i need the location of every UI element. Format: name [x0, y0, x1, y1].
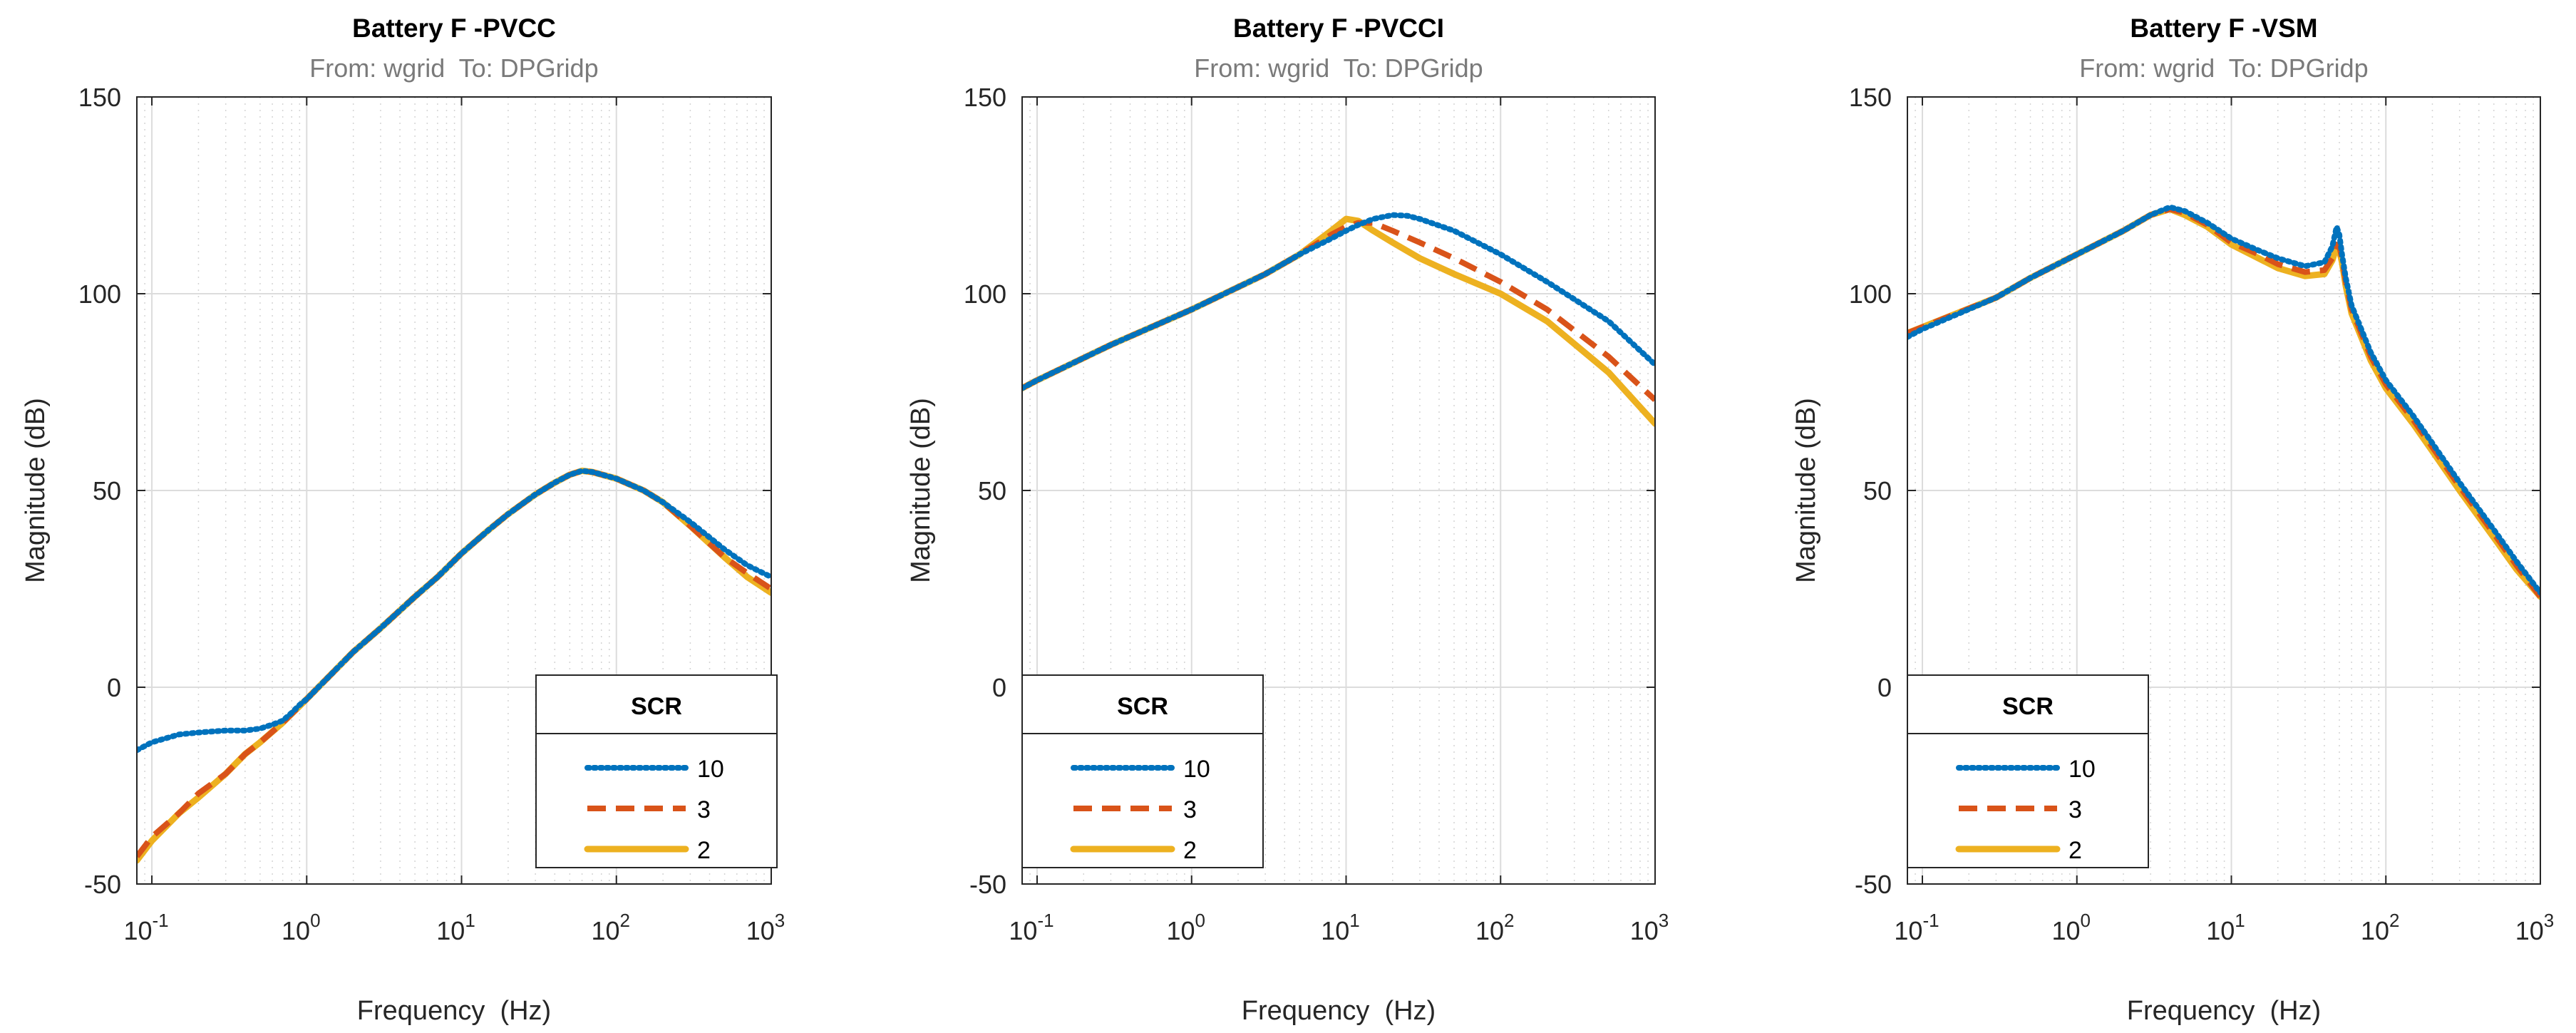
y-axis-label: Magnitude (dB): [906, 398, 936, 583]
legend-label: 10: [697, 756, 724, 783]
series-line-scr-10: [1907, 204, 2540, 596]
legend-box: [535, 674, 778, 868]
legend-label: 3: [697, 796, 711, 823]
y-tick-label: 50: [93, 476, 121, 505]
y-tick-label: 100: [78, 279, 121, 309]
x-axis-label: Frequency (Hz): [1242, 996, 1436, 1026]
legend-label: 10: [1183, 756, 1210, 783]
y-axis-label: Magnitude (dB): [21, 398, 51, 583]
x-tick-label: 10-1: [1894, 910, 1939, 945]
series-line-scr-10: [137, 468, 771, 754]
legend-title: SCR: [631, 693, 682, 720]
legend: SCR 10 3 2: [1021, 674, 1264, 868]
legend: SCR 10 3 2: [1907, 674, 2149, 868]
chart-title: Battery F -VSM: [2130, 14, 2317, 43]
x-tick-label: 10-1: [123, 910, 168, 945]
x-tick-label: 101: [1321, 910, 1360, 945]
x-tick-label: 100: [1166, 910, 1205, 945]
x-axis-label: Frequency (Hz): [2127, 996, 2321, 1026]
legend-label: 3: [1183, 796, 1197, 823]
x-tick-label: 101: [436, 910, 475, 945]
legend-title: SCR: [2002, 693, 2054, 720]
series-line-scr-10: [1022, 212, 1655, 391]
legend-title: SCR: [1117, 693, 1168, 720]
y-tick-label: -50: [969, 870, 1006, 899]
y-tick-label: -50: [1855, 870, 1892, 899]
legend-label: 2: [2068, 837, 2082, 864]
y-tick-label: 0: [107, 673, 121, 702]
y-tick-label: 150: [78, 83, 121, 112]
x-tick-label: 102: [1475, 910, 1515, 945]
chart-title: Battery F -PVCC: [352, 14, 556, 43]
legend-label: 2: [1183, 837, 1197, 864]
y-tick-label: 150: [964, 83, 1006, 112]
legend-label: 2: [697, 837, 711, 864]
y-tick-label: 50: [978, 476, 1006, 505]
legend-label: 3: [2068, 796, 2082, 823]
legend-label: 10: [2068, 756, 2096, 783]
legend: SCR 10 3 2: [535, 674, 778, 868]
x-tick-label: 102: [592, 910, 631, 945]
y-tick-label: 100: [964, 279, 1006, 309]
x-axis-label: Frequency (Hz): [357, 996, 551, 1026]
y-tick-label: 100: [1849, 279, 1892, 309]
x-tick-label: 103: [2515, 910, 2555, 945]
x-tick-label: 10-1: [1009, 910, 1053, 945]
y-tick-label: 150: [1849, 83, 1892, 112]
legend-box: [1907, 674, 2149, 868]
chart-subtitle: From: wgrid To: DPGridp: [2079, 53, 2368, 83]
chart-title: Battery F -PVCCI: [1233, 14, 1444, 43]
x-tick-label: 100: [282, 910, 321, 945]
y-tick-label: 0: [1877, 673, 1892, 702]
y-tick-label: 0: [992, 673, 1006, 702]
y-tick-label: 50: [1863, 476, 1892, 505]
x-tick-label: 102: [2361, 910, 2400, 945]
x-tick-label: 100: [2051, 910, 2091, 945]
y-axis-label: Magnitude (dB): [1791, 398, 1821, 583]
chart-subtitle: From: wgrid To: DPGridp: [1194, 53, 1483, 83]
y-tick-label: -50: [84, 870, 121, 899]
chart-subtitle: From: wgrid To: DPGridp: [309, 53, 598, 83]
x-tick-label: 101: [2206, 910, 2245, 945]
legend-box: [1021, 674, 1264, 868]
x-tick-label: 103: [746, 910, 785, 945]
x-tick-label: 103: [1630, 910, 1669, 945]
